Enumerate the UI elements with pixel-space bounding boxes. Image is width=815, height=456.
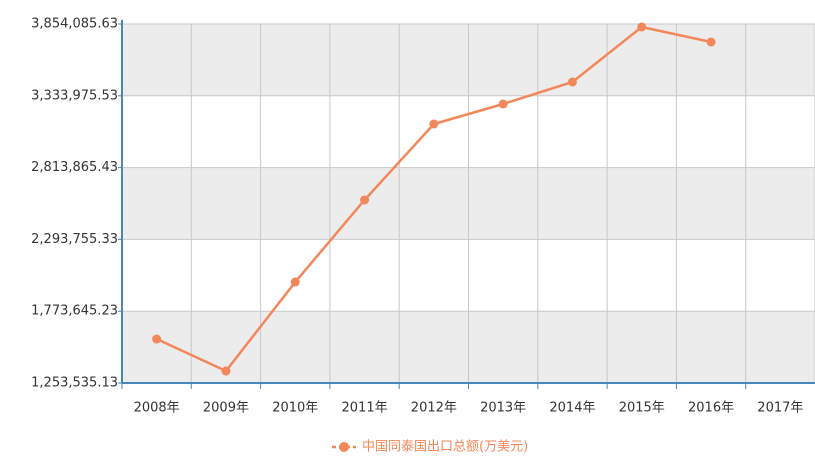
data-point bbox=[706, 37, 716, 47]
y-tick-label: 2,813,865.43 bbox=[31, 160, 118, 175]
y-tick-label: 1,773,645.23 bbox=[31, 304, 118, 319]
data-point bbox=[152, 334, 162, 344]
x-tick-label: 2016年 bbox=[688, 401, 734, 416]
x-tick-label: 2017年 bbox=[757, 401, 803, 416]
data-point bbox=[498, 99, 508, 109]
x-tick-label: 2015年 bbox=[619, 401, 665, 416]
legend-label: 中国同泰国出口总额(万美元) bbox=[362, 440, 528, 455]
marks bbox=[152, 22, 716, 376]
y-tick-label: 3,333,975.53 bbox=[31, 88, 118, 103]
x-tick-label: 2011年 bbox=[342, 401, 388, 416]
data-point bbox=[360, 195, 370, 205]
data-point bbox=[221, 366, 231, 376]
x-tick-label: 2012年 bbox=[411, 401, 457, 416]
x-tick-label: 2009年 bbox=[203, 401, 249, 416]
data-point bbox=[567, 77, 577, 87]
x-tick-label: 2010年 bbox=[272, 401, 318, 416]
y-tick-label: 1,253,535.13 bbox=[31, 376, 118, 391]
grid bbox=[118, 20, 815, 389]
x-tick-label: 2014年 bbox=[549, 401, 595, 416]
data-point bbox=[637, 22, 647, 32]
x-tick-label: 2008年 bbox=[134, 401, 180, 416]
data-point bbox=[429, 119, 439, 129]
y-tick-label: 3,854,085.63 bbox=[31, 17, 118, 32]
legend-marker bbox=[339, 442, 349, 452]
data-point bbox=[290, 277, 300, 287]
x-tick-label: 2013年 bbox=[480, 401, 526, 416]
y-tick-label: 2,293,755.33 bbox=[31, 232, 118, 247]
